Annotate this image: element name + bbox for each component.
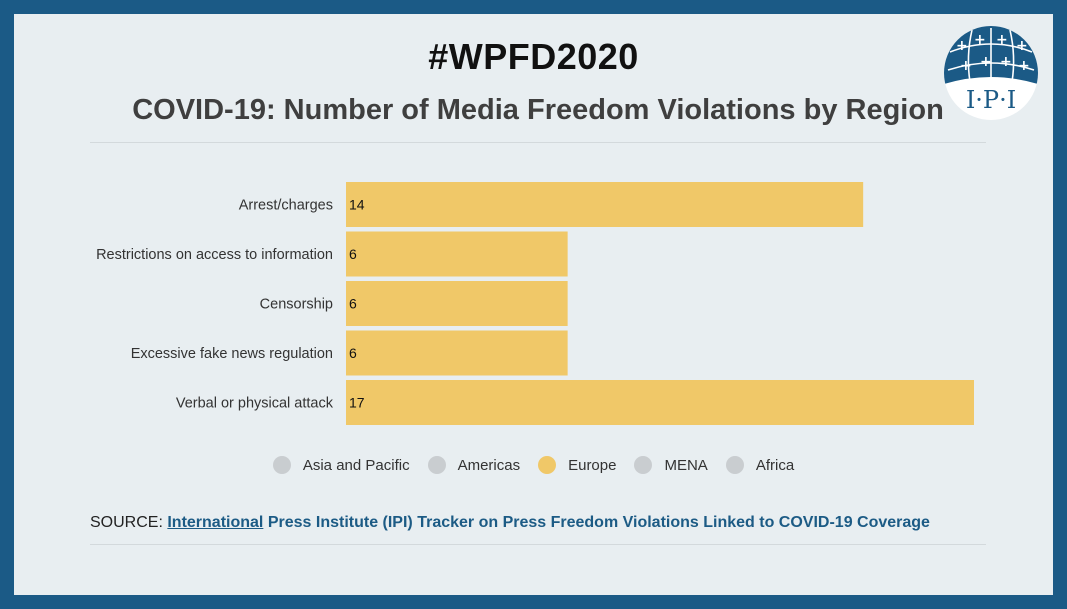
legend-item[interactable]: Americas <box>427 456 521 474</box>
logo-text: I·P·I <box>966 86 1016 114</box>
chart-card: #WPFD2020 COVID-19: Number of Media Free… <box>14 14 1053 595</box>
legend-label: Africa <box>755 456 795 474</box>
source-line: SOURCE: International Press Institute (I… <box>90 514 930 532</box>
legend-dot-icon <box>538 456 557 474</box>
legend-label: Asia and Pacific <box>302 456 410 474</box>
source-label: SOURCE: <box>90 514 163 531</box>
legend-dot-icon <box>634 456 653 474</box>
hashtag-title: #WPFD2020 <box>428 36 639 77</box>
legend-dot-icon <box>427 456 446 474</box>
category-label: Censorship <box>260 297 333 313</box>
chart-title: COVID-19: Number of Media Freedom Violat… <box>132 94 944 126</box>
bar <box>346 182 864 227</box>
svg-text:+: + <box>974 32 986 48</box>
bar <box>346 231 568 277</box>
divider-bottom <box>90 544 986 545</box>
bar <box>346 330 568 376</box>
ipi-logo: + + + + + + + + I·P·I <box>944 26 1038 120</box>
legend-item[interactable]: Africa <box>725 456 795 474</box>
svg-text:+: + <box>956 38 968 54</box>
ipi-globe-icon: + + + + + + + + I·P·I <box>944 26 1038 114</box>
bar-value-label: 6 <box>349 345 357 361</box>
svg-text:+: + <box>996 32 1008 48</box>
source-text: Press Institute (IPI) Tracker on Press F… <box>267 514 930 531</box>
svg-text:+: + <box>980 54 992 70</box>
svg-text:+: + <box>1000 54 1012 70</box>
chart-legend: Asia and Pacific Americas Europe MENA Africa <box>14 456 1053 474</box>
category-label: Verbal or physical attack <box>176 396 334 412</box>
bar-value-label: 6 <box>349 246 357 262</box>
source-link[interactable]: International <box>167 514 264 531</box>
legend-item[interactable]: Europe <box>538 456 616 474</box>
legend-label: Europe <box>568 456 617 474</box>
bar-chart: Arrest/charges 14 Restrictions on access t… <box>96 182 974 425</box>
category-label: Excessive fake news regulation <box>131 346 333 362</box>
bar <box>346 281 568 326</box>
svg-text:+: + <box>1016 38 1028 54</box>
legend-item[interactable]: Asia and Pacific <box>272 456 410 474</box>
legend-dot-icon <box>725 456 744 474</box>
legend-item[interactable]: MENA <box>634 456 708 474</box>
category-label: Arrest/charges <box>239 198 333 214</box>
bar-value-label: 14 <box>349 197 365 213</box>
svg-text:+: + <box>960 58 972 74</box>
bar <box>346 380 974 425</box>
legend-label: MENA <box>664 456 708 474</box>
divider-top <box>90 142 986 143</box>
legend-dot-icon <box>272 456 291 474</box>
category-label: Restrictions on access to information <box>96 247 333 263</box>
bar-value-label: 17 <box>349 395 365 411</box>
svg-text:+: + <box>1018 58 1030 74</box>
legend-label: Americas <box>457 456 521 474</box>
bar-value-label: 6 <box>349 296 357 312</box>
